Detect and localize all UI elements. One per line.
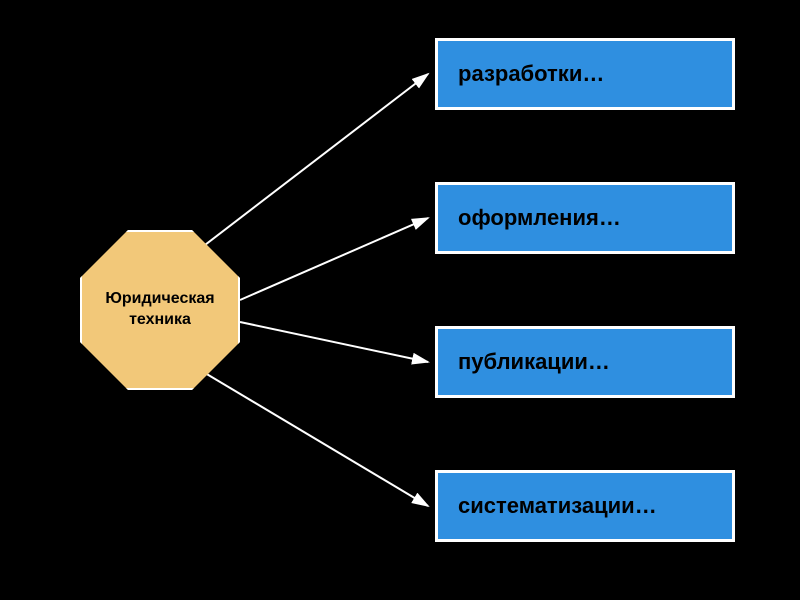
arrow-3 [200, 370, 428, 506]
target-node-2-label: публикации… [458, 349, 610, 375]
source-node: Юридическая техника [80, 230, 240, 390]
arrow-0 [188, 74, 428, 258]
target-node-3-label: систематизации… [458, 493, 657, 519]
target-node-3: систематизации… [435, 470, 735, 542]
source-node-label: Юридическая техника [105, 289, 214, 331]
arrow-1 [240, 218, 428, 300]
target-node-0-label: разработки… [458, 61, 604, 87]
target-node-0: разработки… [435, 38, 735, 110]
diagram-canvas: Юридическая техника разработки… оформлен… [0, 0, 800, 600]
target-node-1-label: оформления… [458, 205, 621, 231]
target-node-1: оформления… [435, 182, 735, 254]
arrow-2 [240, 322, 428, 362]
target-node-2: публикации… [435, 326, 735, 398]
